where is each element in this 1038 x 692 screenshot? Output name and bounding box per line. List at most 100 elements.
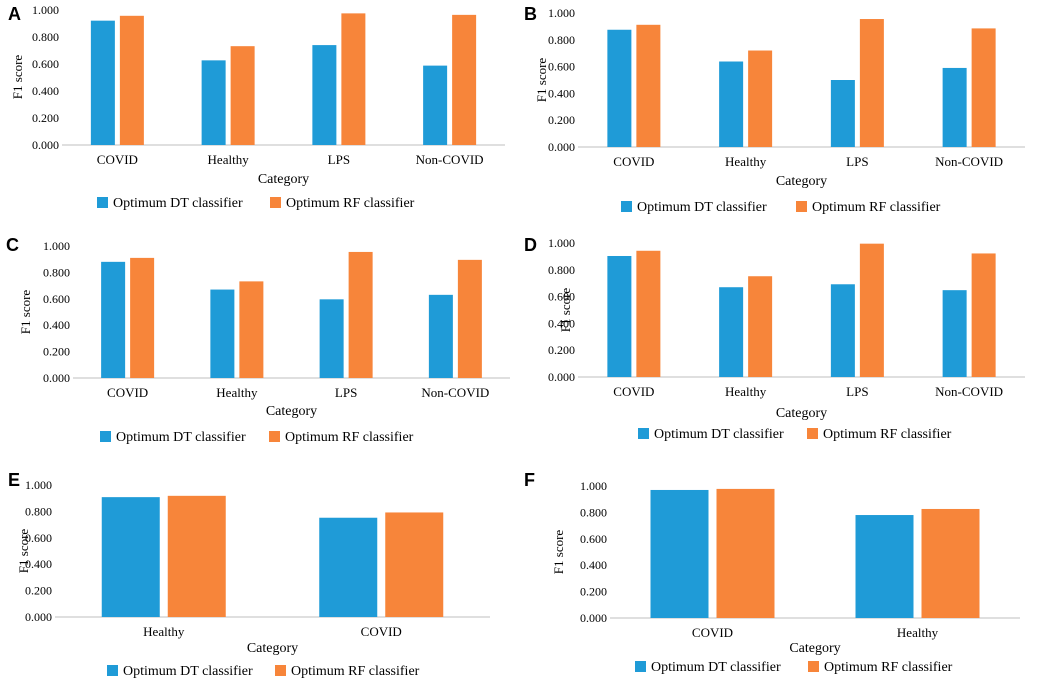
chart-svg: C 0.000 0.200 0.400 0.600 0.800 1.000 F1 score C…: [6, 235, 510, 445]
category-label: Non-COVID: [935, 384, 1003, 399]
y-tick-label: 0.600: [43, 292, 70, 306]
y-tick-label: 0.400: [32, 84, 59, 98]
legend-swatch: [638, 428, 649, 439]
bar-rf-non-covid: [457, 259, 482, 378]
bar-rf-non-covid: [971, 28, 996, 147]
y-tick-label: 0.000: [580, 611, 607, 625]
category-label: Healthy: [208, 152, 250, 167]
category-label: COVID: [97, 152, 138, 167]
chart-panel-a: A 0.000 0.200 0.400 0.600 0.800 1.000 F1 score C…: [0, 0, 515, 225]
y-tick-label: 0.200: [25, 584, 52, 598]
y-tick-label: 0.400: [548, 316, 575, 330]
y-tick-label: 0.200: [548, 113, 575, 127]
y-tick-label: 0.600: [580, 532, 607, 546]
y-tick-label: 0.600: [548, 290, 575, 304]
x-axis-label: Category: [258, 172, 309, 187]
y-tick-label: 0.800: [548, 33, 575, 47]
y-tick-label: 0.800: [580, 505, 607, 519]
chart-panel-e: E 0.000 0.200 0.400 0.600 0.800 1.000 F1 score H…: [0, 462, 515, 687]
y-tick-label: 0.600: [25, 531, 52, 545]
legend-swatch: [107, 665, 118, 676]
bar-rf-lps: [859, 19, 884, 148]
category-label: Healthy: [725, 154, 767, 169]
bar-dt-lps: [312, 45, 337, 145]
bar-dt-lps: [319, 299, 344, 378]
category-label: LPS: [328, 152, 350, 167]
x-axis-label: Category: [776, 174, 827, 189]
panel-label: A: [8, 4, 21, 24]
chart-panel-d: D 0.000 0.200 0.400 0.600 0.800 1.000 F1 score C…: [520, 228, 1035, 458]
y-tick-label: 1.000: [32, 3, 59, 17]
chart-panel-b: B 0.000 0.200 0.400 0.600 0.800 1.000 F1 score C…: [520, 0, 1035, 225]
bar-rf-covid: [636, 250, 661, 377]
bar-rf-covid: [119, 15, 144, 146]
legend-label: Optimum RF classifier: [286, 196, 415, 211]
bar-rf-healthy: [230, 46, 255, 145]
y-tick-label: 1.000: [548, 6, 575, 20]
category-label: Non-COVID: [416, 152, 484, 167]
y-tick-label: 1.000: [43, 239, 70, 253]
bar-rf-covid: [716, 488, 775, 618]
y-tick-label: 0.000: [548, 140, 575, 154]
bar-dt-covid: [101, 261, 126, 378]
category-label: COVID: [613, 154, 654, 169]
bar-dt-healthy: [101, 497, 160, 617]
legend-label: Optimum RF classifier: [823, 427, 952, 442]
bar-rf-non-covid: [452, 14, 477, 145]
bar-dt-non-covid: [942, 67, 967, 147]
category-label: LPS: [846, 384, 868, 399]
bar-dt-covid: [319, 517, 378, 617]
bar-dt-covid: [90, 20, 115, 145]
legend-label: Optimum DT classifier: [123, 664, 253, 679]
legend-label: Optimum RF classifier: [291, 664, 420, 679]
bar-rf-healthy: [748, 50, 773, 147]
category-label: LPS: [846, 154, 868, 169]
bar-dt-healthy: [719, 287, 744, 377]
chart-svg: F 0.000 0.200 0.400 0.600 0.800 1.000 F1 score C…: [524, 470, 1020, 675]
y-tick-label: 0.800: [43, 265, 70, 279]
x-axis-label: Category: [247, 641, 298, 656]
bar-dt-covid: [607, 29, 632, 147]
category-label: COVID: [361, 624, 402, 639]
legend-label: Optimum DT classifier: [654, 427, 784, 442]
legend-label: Optimum RF classifier: [824, 660, 953, 675]
bar-rf-healthy: [167, 495, 226, 617]
chart-svg: A 0.000 0.200 0.400 0.600 0.800 1.000 F1 score C…: [8, 3, 505, 211]
y-axis-label: F1 score: [10, 55, 25, 100]
chart-svg: B 0.000 0.200 0.400 0.600 0.800 1.000 F1 score C…: [524, 4, 1025, 215]
category-label: Non-COVID: [935, 154, 1003, 169]
bar-rf-lps: [348, 251, 373, 378]
legend-swatch: [97, 197, 108, 208]
legend-swatch: [275, 665, 286, 676]
y-axis-label: F1 score: [534, 58, 549, 103]
panel-label: F: [524, 470, 535, 490]
legend-swatch: [100, 431, 111, 442]
y-tick-label: 0.800: [548, 263, 575, 277]
bar-dt-non-covid: [942, 290, 967, 377]
bar-rf-healthy: [921, 508, 980, 618]
legend-swatch: [808, 661, 819, 672]
category-label: COVID: [692, 625, 733, 640]
bar-dt-lps: [830, 284, 855, 377]
bar-rf-lps: [341, 13, 366, 145]
legend-label: Optimum DT classifier: [637, 200, 767, 215]
y-tick-label: 0.400: [25, 557, 52, 571]
x-axis-label: Category: [776, 406, 827, 421]
legend-swatch: [796, 201, 807, 212]
bar-rf-covid: [385, 512, 444, 617]
bar-dt-covid: [607, 255, 632, 377]
x-axis-label: Category: [266, 404, 317, 419]
bar-dt-non-covid: [423, 65, 448, 145]
bar-rf-covid: [130, 257, 155, 378]
bar-rf-non-covid: [971, 253, 996, 377]
bar-dt-covid: [650, 489, 709, 618]
bar-dt-non-covid: [428, 294, 453, 378]
y-tick-label: 0.600: [548, 60, 575, 74]
legend-label: Optimum DT classifier: [116, 430, 246, 445]
legend-label: Optimum RF classifier: [285, 430, 414, 445]
y-tick-label: 1.000: [548, 236, 575, 250]
panel-label: B: [524, 4, 537, 24]
legend-swatch: [807, 428, 818, 439]
y-tick-label: 0.000: [548, 370, 575, 384]
y-tick-label: 0.600: [32, 57, 59, 71]
